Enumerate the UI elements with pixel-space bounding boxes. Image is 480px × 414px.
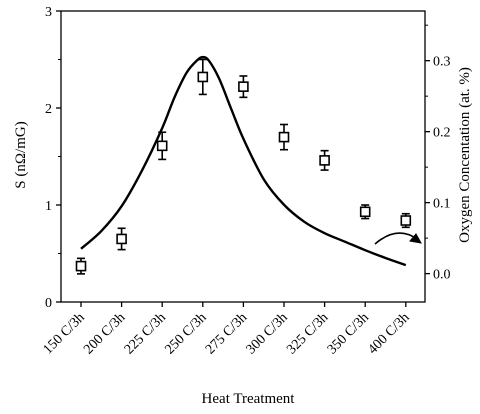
y-left-tick-label: 2	[45, 102, 52, 117]
oxygen-curve-layer	[80, 55, 407, 267]
x-tick-label: 250 C/3h	[162, 310, 209, 357]
ticks	[56, 10, 430, 307]
x-tick-label: 350 C/3h	[325, 310, 372, 357]
x-tick-label: 300 C/3h	[244, 310, 291, 357]
y-left-tick-label: 0	[45, 296, 52, 311]
y-axis-left-title: S (nΩ/mG)	[13, 121, 29, 188]
x-axis-title: Heat Treatment	[202, 391, 296, 407]
y-left-tick-label: 3	[45, 5, 52, 20]
arrow-head	[409, 233, 422, 244]
y-right-tick-label: 0.1	[433, 197, 451, 212]
plot-frame	[60, 10, 426, 303]
data-point	[319, 155, 330, 166]
data-point	[156, 140, 168, 152]
data-point	[400, 215, 412, 226]
arrow-shaft	[374, 232, 418, 245]
x-tick-label: 150 C/3h	[41, 310, 88, 357]
axes	[60, 10, 426, 303]
y-right-tick-label: 0.0	[433, 268, 451, 283]
x-tick-label: 275 C/3h	[203, 310, 250, 357]
data-point	[238, 81, 249, 92]
data-point	[359, 206, 371, 218]
oxygen-concentration-line	[80, 55, 407, 267]
data-point	[75, 260, 87, 272]
data-point	[278, 131, 290, 143]
s-points-layer	[75, 58, 412, 275]
x-tick-label: 200 C/3h	[81, 310, 128, 357]
x-tick-label: 400 C/3h	[365, 310, 412, 357]
y-right-tick-label: 0.3	[433, 55, 451, 70]
y-right-tick-label: 0.2	[433, 126, 451, 141]
x-tick-label: 325 C/3h	[284, 310, 331, 357]
y-axis-right-title: Oxygen Concentation (at. %)	[457, 67, 473, 243]
data-point	[197, 71, 209, 83]
data-point	[116, 233, 127, 245]
y-left-tick-label: 1	[45, 199, 52, 214]
curved-arrow-annotation	[374, 232, 422, 245]
x-tick-label: 225 C/3h	[122, 310, 169, 357]
